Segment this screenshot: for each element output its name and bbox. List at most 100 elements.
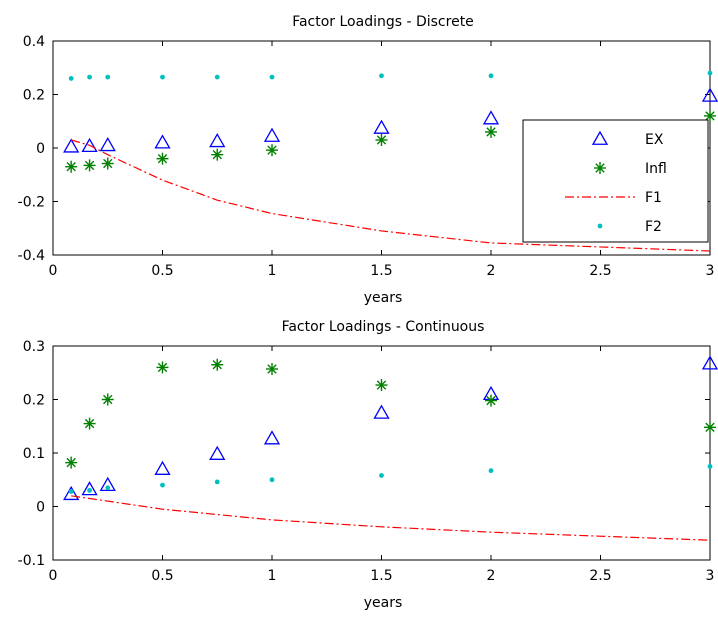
point-ex — [263, 127, 281, 142]
legend: EX Infl F1 F2 — [522, 119, 709, 243]
point-infl — [211, 148, 224, 161]
plot-area — [52, 345, 711, 561]
x-tick-label: 0 — [49, 263, 58, 279]
x-tick-label: 0.5 — [151, 568, 173, 584]
legend-label-f1: F1 — [645, 190, 662, 206]
point-f2 — [269, 477, 275, 483]
point-f2 — [87, 488, 92, 493]
point-infl — [704, 109, 716, 122]
chart-continuous: Factor Loadings - Continuous 0 0.5 1 1.5 2 2.… — [18, 319, 718, 611]
point-infl — [211, 358, 224, 371]
y-tick-label: 0.2 — [23, 393, 45, 409]
y-tick-label: 0.2 — [23, 88, 45, 104]
x-tick-label: 1 — [268, 568, 277, 584]
x-tick-label: 1 — [268, 263, 277, 279]
point-ex — [154, 460, 171, 475]
point-f2 — [214, 479, 220, 485]
x-tick-label: 3 — [706, 263, 715, 279]
point-ex — [209, 445, 226, 460]
axis-ticks: 0 0.5 1 1.5 2 2.5 3-0.100.10.20.3 — [18, 339, 715, 584]
axis-ticks: 0 0.5 1 1.5 2 2.5 3 -0.4 -0.2 0 0.2 0.4 — [18, 34, 715, 279]
x-tick-label: 2.5 — [589, 568, 611, 584]
point-f2 — [105, 485, 111, 491]
y-tick-label: -0.1 — [18, 553, 45, 569]
x-axis-label: years — [364, 290, 403, 306]
point-infl — [101, 157, 114, 170]
chart-title: Factor Loadings - Discrete — [292, 14, 474, 30]
point-f2 — [87, 74, 92, 80]
point-ex — [81, 137, 98, 153]
point-ex — [482, 110, 500, 125]
point-infl — [83, 417, 96, 430]
x-tick-label: 2.5 — [589, 263, 611, 279]
point-f2 — [379, 473, 384, 478]
x-tick-label: 1.5 — [370, 263, 392, 279]
x-tick-label: 0.5 — [151, 263, 173, 279]
y-tick-label: 0 — [36, 141, 45, 157]
point-infl — [101, 393, 114, 406]
point-infl — [266, 144, 278, 157]
series-line-f1 — [71, 139, 711, 252]
legend-mark-f2 — [597, 223, 603, 229]
point-infl — [375, 379, 388, 392]
point-f2 — [160, 482, 165, 488]
legend-mark-infl — [594, 162, 606, 174]
x-tick-label: 2 — [487, 568, 496, 584]
legend-mark-ex — [591, 130, 609, 145]
point-ex — [63, 485, 80, 501]
chart-title: Factor Loadings - Continuous — [282, 319, 485, 335]
y-tick-label: -0.2 — [18, 195, 45, 211]
point-infl — [704, 421, 716, 434]
point-infl — [83, 159, 96, 172]
point-ex — [373, 119, 390, 134]
x-tick-label: 1.5 — [370, 568, 392, 584]
legend-label-ex: EX — [645, 132, 664, 148]
point-ex — [373, 404, 390, 419]
point-infl — [375, 133, 388, 146]
point-infl — [65, 160, 78, 173]
point-f2 — [105, 74, 111, 80]
point-infl — [65, 456, 78, 469]
legend-box — [522, 119, 709, 243]
x-axis-label: years — [364, 595, 403, 611]
y-tick-label: 0.3 — [23, 339, 45, 355]
point-f2 — [68, 76, 74, 81]
series-line-f1 — [71, 495, 711, 541]
legend-label-f2: F2 — [645, 219, 662, 235]
chart-discrete: Factor Loadings - Discrete 0 0.5 1 1.5 2 2.5 3… — [18, 14, 718, 306]
point-infl — [485, 394, 497, 407]
point-ex — [99, 476, 116, 492]
point-infl — [266, 363, 278, 376]
point-f2 — [214, 74, 220, 80]
y-tick-label: 0.1 — [23, 446, 45, 462]
point-f2 — [707, 463, 713, 469]
point-ex — [154, 134, 171, 149]
series-marks — [63, 355, 718, 541]
point-infl — [156, 361, 169, 374]
y-tick-label: 0 — [36, 500, 45, 516]
point-ex — [701, 87, 718, 102]
point-infl — [156, 152, 169, 165]
point-f2 — [707, 70, 713, 76]
point-ex — [701, 355, 718, 370]
point-f2 — [160, 74, 165, 80]
point-f2 — [488, 468, 494, 474]
point-ex — [263, 430, 281, 445]
point-f2 — [379, 73, 384, 79]
point-ex — [209, 133, 226, 148]
point-infl — [485, 125, 497, 138]
legend-label-infl: Infl — [645, 161, 667, 177]
legend-marks — [565, 130, 635, 229]
x-tick-label: 2 — [487, 263, 496, 279]
series-marks — [63, 70, 718, 252]
x-tick-label: 3 — [706, 568, 715, 584]
y-tick-label: 0.4 — [23, 34, 45, 50]
point-ex — [63, 138, 80, 153]
point-ex — [81, 481, 98, 496]
point-f2 — [68, 489, 74, 494]
point-f2 — [269, 74, 275, 80]
point-f2 — [488, 73, 494, 79]
y-tick-label: -0.4 — [18, 248, 45, 264]
point-ex — [99, 137, 116, 152]
